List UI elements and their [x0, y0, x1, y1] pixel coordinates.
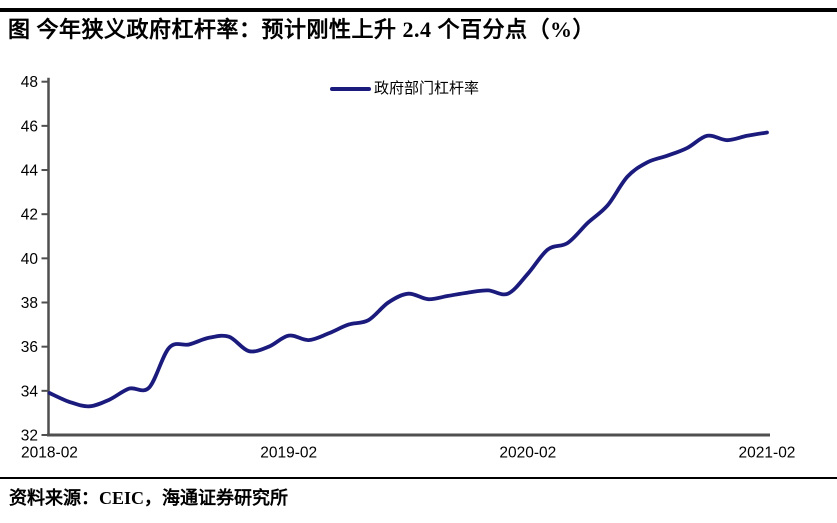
legend-line-swatch-icon — [330, 86, 371, 92]
leverage-line-chart: 32 34 36 38 40 42 44 46 48 2018-02 2019-02 2020-02 2… — [21, 74, 796, 462]
y-tick-label: 48 — [21, 74, 38, 91]
legend: 政府部门杠杆率 — [330, 81, 479, 97]
page-title: 图 今年狭义政府杠杆率：预计刚性上升 2.4 个百分点（%） — [8, 17, 596, 42]
y-tick-label: 32 — [21, 428, 38, 445]
legend-series-label: 政府部门杠杆率 — [374, 81, 480, 97]
top-divider — [0, 8, 837, 12]
y-tick-label: 42 — [21, 207, 38, 224]
x-tick-label: 2019-02 — [260, 445, 317, 462]
y-tick-label: 38 — [21, 295, 38, 312]
series-line — [47, 130, 769, 409]
y-tick-label: 44 — [21, 163, 39, 180]
x-tick-label: 2020-02 — [499, 445, 556, 462]
x-tick-label: 2018-02 — [21, 445, 78, 462]
y-tick-label: 34 — [21, 383, 39, 400]
y-tick-label: 40 — [21, 251, 39, 268]
y-tick-label: 36 — [21, 339, 38, 356]
source-caption: 资料来源：CEIC，海通证券研究所 — [9, 488, 289, 508]
y-tick-label: 46 — [21, 118, 38, 135]
x-tick-label: 2021-02 — [739, 445, 796, 462]
footer-divider — [0, 477, 837, 479]
